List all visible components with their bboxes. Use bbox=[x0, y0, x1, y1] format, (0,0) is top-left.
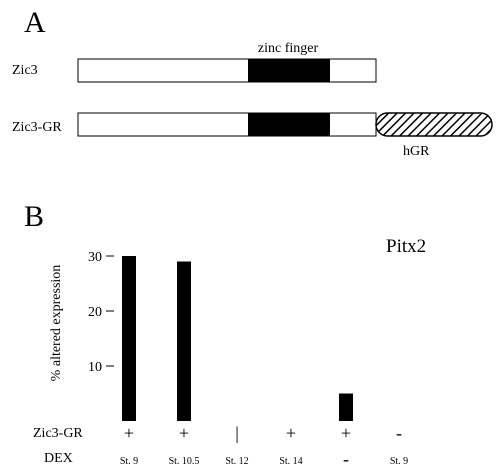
dex-condition: St. 10.5 bbox=[169, 456, 200, 467]
zinc-finger-label: zinc finger bbox=[258, 41, 319, 56]
hgr-domain bbox=[375, 112, 493, 137]
zic3-zinc-finger-domain bbox=[248, 59, 330, 82]
panel-a-label: A bbox=[24, 6, 46, 39]
panel-b-label: B bbox=[24, 200, 45, 233]
construct-zic3gr-label: Zic3-GR bbox=[12, 120, 62, 135]
y-axis-label: % altered expression bbox=[49, 265, 64, 382]
bar bbox=[339, 393, 353, 421]
y-tick-label: 30 bbox=[88, 250, 102, 265]
dex-condition: St. 12 bbox=[225, 456, 248, 467]
construct-zic3-label: Zic3 bbox=[12, 63, 38, 78]
zic3gr-condition: + bbox=[124, 423, 134, 443]
row2-label: DEX bbox=[44, 451, 73, 466]
row1-label: Zic3-GR bbox=[33, 426, 83, 441]
bar bbox=[122, 256, 136, 421]
dex-condition: St. 9 bbox=[120, 456, 138, 467]
construct-diagram: zinc finger Zic3 Zic3-GR hGR bbox=[12, 41, 493, 159]
zic3gr-zinc-finger-domain bbox=[248, 113, 330, 136]
dex-condition: - bbox=[343, 449, 349, 469]
bar bbox=[177, 261, 191, 421]
y-tick-label: 10 bbox=[88, 360, 102, 375]
hgr-label: hGR bbox=[403, 144, 430, 159]
zic3gr-condition: + bbox=[286, 423, 296, 443]
zic3gr-condition: | bbox=[235, 423, 239, 443]
dex-condition: St. 9 bbox=[390, 456, 408, 467]
zic3gr-condition: + bbox=[179, 423, 189, 443]
gene-label: Pitx2 bbox=[386, 236, 426, 257]
zic3gr-condition: - bbox=[396, 423, 402, 443]
y-tick-label: 20 bbox=[88, 305, 102, 320]
dex-condition: St. 14 bbox=[279, 456, 302, 467]
zic3gr-condition: + bbox=[341, 423, 351, 443]
